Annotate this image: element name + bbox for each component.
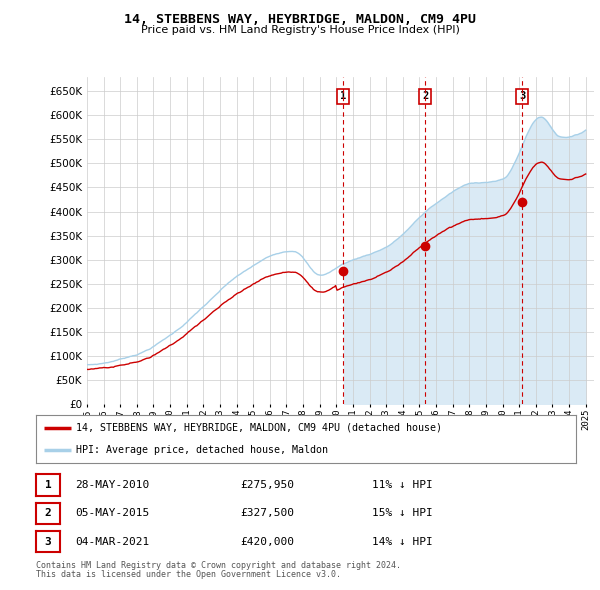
Text: 28-MAY-2010: 28-MAY-2010 (75, 480, 149, 490)
Text: 15% ↓ HPI: 15% ↓ HPI (372, 509, 433, 518)
Text: £275,950: £275,950 (240, 480, 294, 490)
Text: Contains HM Land Registry data © Crown copyright and database right 2024.: Contains HM Land Registry data © Crown c… (36, 561, 401, 570)
Text: 1: 1 (44, 480, 52, 490)
Text: 04-MAR-2021: 04-MAR-2021 (75, 537, 149, 546)
Text: 1: 1 (340, 91, 346, 101)
Text: 3: 3 (44, 537, 52, 546)
Text: 2: 2 (422, 91, 428, 101)
Text: £327,500: £327,500 (240, 509, 294, 518)
Text: 14, STEBBENS WAY, HEYBRIDGE, MALDON, CM9 4PU (detached house): 14, STEBBENS WAY, HEYBRIDGE, MALDON, CM9… (77, 423, 443, 433)
Text: This data is licensed under the Open Government Licence v3.0.: This data is licensed under the Open Gov… (36, 571, 341, 579)
Text: 14% ↓ HPI: 14% ↓ HPI (372, 537, 433, 546)
Text: 05-MAY-2015: 05-MAY-2015 (75, 509, 149, 518)
Text: HPI: Average price, detached house, Maldon: HPI: Average price, detached house, Mald… (77, 445, 329, 455)
Text: 2: 2 (44, 509, 52, 518)
Text: 3: 3 (519, 91, 525, 101)
Text: 11% ↓ HPI: 11% ↓ HPI (372, 480, 433, 490)
Text: 14, STEBBENS WAY, HEYBRIDGE, MALDON, CM9 4PU: 14, STEBBENS WAY, HEYBRIDGE, MALDON, CM9… (124, 13, 476, 26)
Text: Price paid vs. HM Land Registry's House Price Index (HPI): Price paid vs. HM Land Registry's House … (140, 25, 460, 35)
Text: £420,000: £420,000 (240, 537, 294, 546)
